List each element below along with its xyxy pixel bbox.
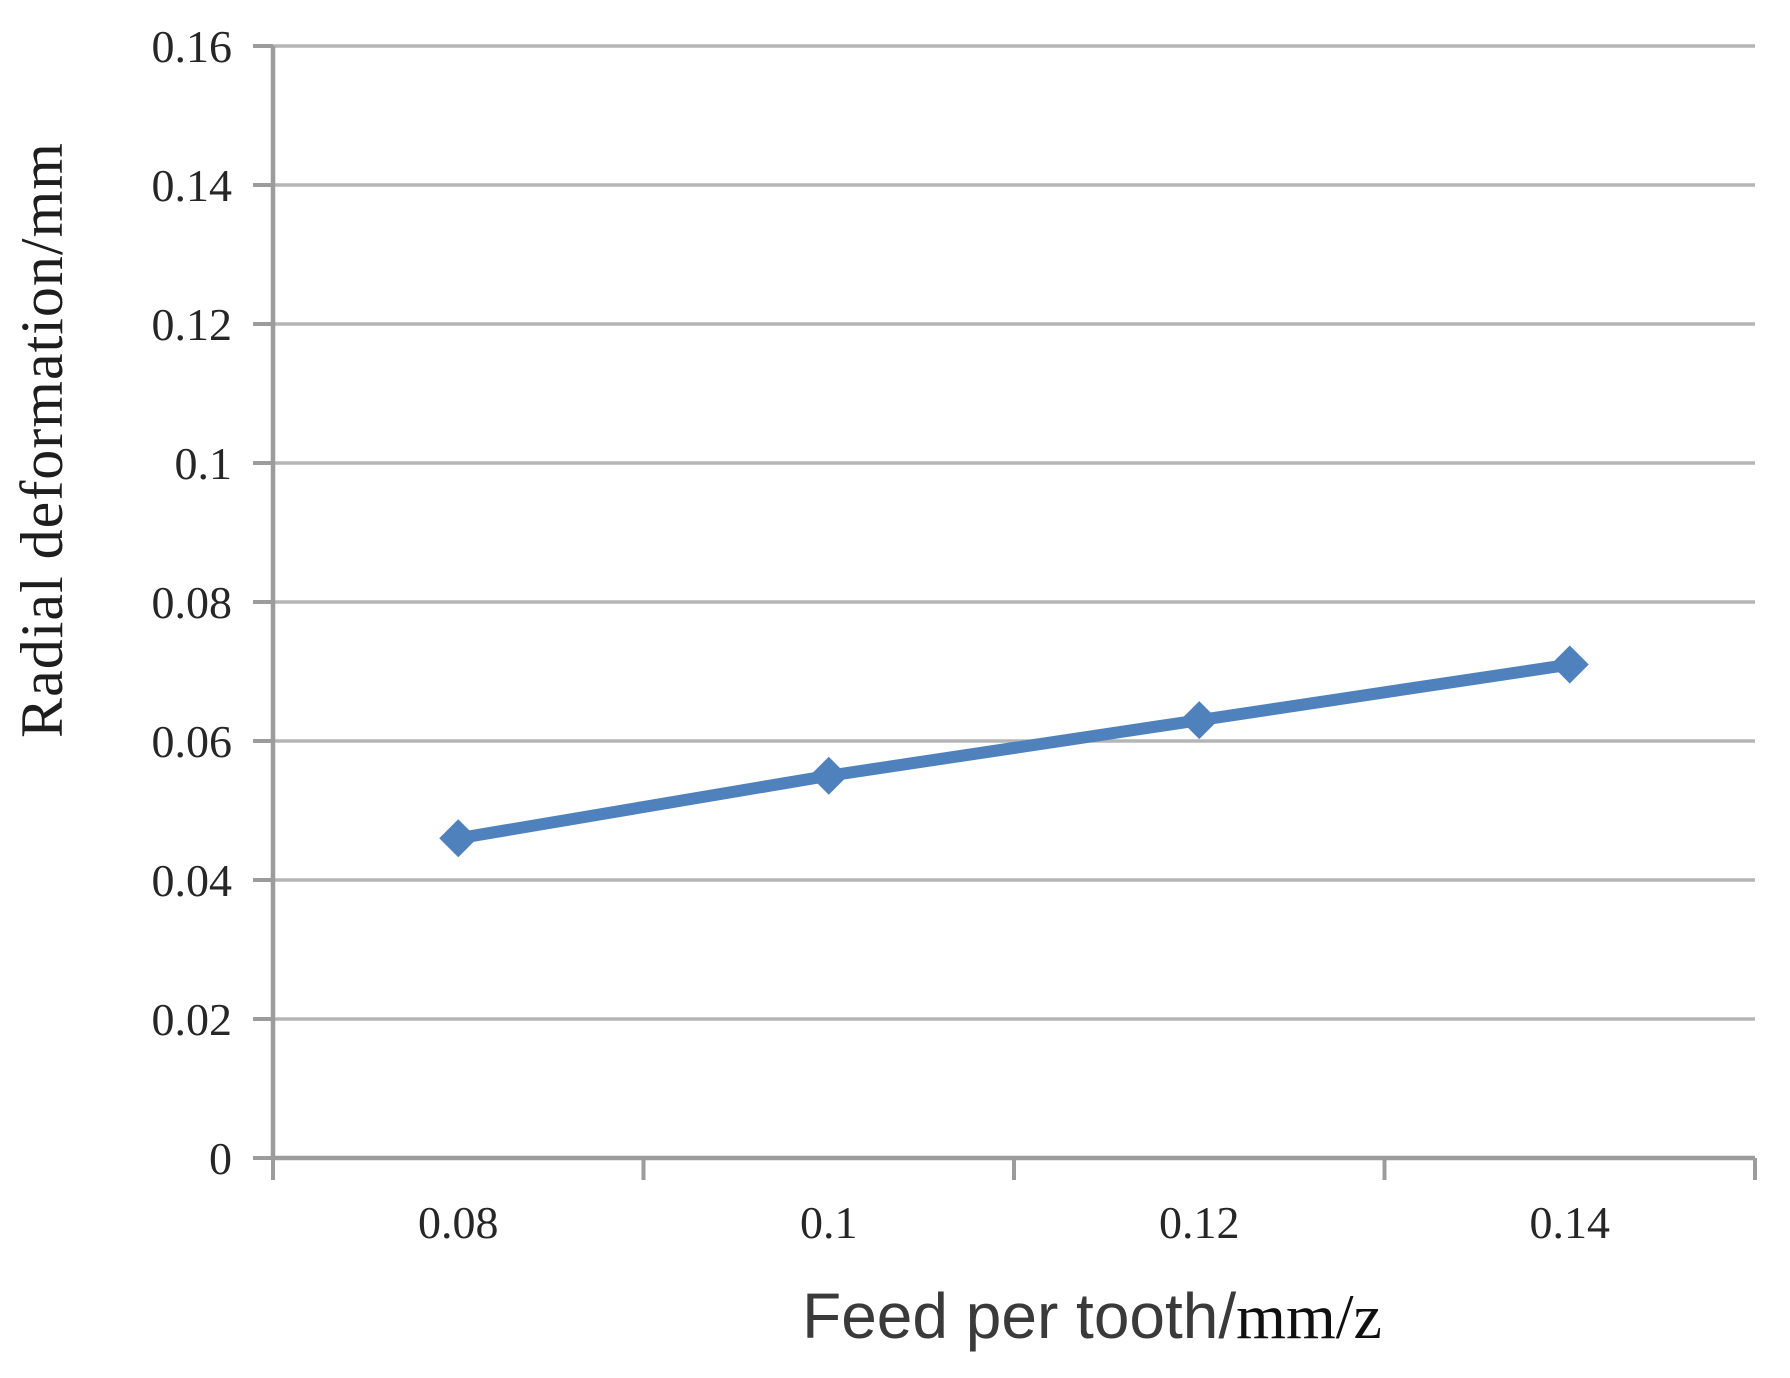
x-tick-label: 0.1: [800, 1197, 858, 1248]
y-tick-label: 0.14: [152, 160, 233, 211]
x-tick-labels-layer: 0.08 0.1 0.12 0.14: [418, 1197, 1610, 1248]
x-tick-label: 0.12: [1159, 1197, 1240, 1248]
gridlines-layer: [273, 44, 1755, 1160]
y-tick-label: 0.12: [152, 299, 233, 350]
axes-layer: [253, 44, 1757, 1180]
series-line: [452, 658, 1576, 845]
y-tick-label: 0.1: [175, 438, 233, 489]
y-tick-label: 0.06: [152, 716, 233, 767]
y-tick-label: 0.04: [152, 855, 233, 906]
x-axis-title-unit: mm/z: [1236, 1281, 1382, 1352]
data-point-marker: [809, 756, 848, 795]
series-layer: [439, 645, 1589, 858]
y-tick-label: 0.08: [152, 577, 233, 628]
x-tick-label: 0.08: [418, 1197, 499, 1248]
y-axis-title: Radial deformation/mm: [9, 142, 75, 738]
data-point-marker: [1550, 645, 1589, 684]
y-tick-label: 0: [209, 1133, 232, 1184]
y-tick-label: 0.02: [152, 994, 233, 1045]
data-point-marker: [1180, 701, 1219, 740]
x-tick-label: 0.14: [1530, 1197, 1611, 1248]
data-point-marker: [439, 819, 478, 858]
x-axis-title-main: Feed per tooth/: [802, 1280, 1236, 1352]
x-axis-title: Feed per tooth/mm/z: [802, 1280, 1382, 1352]
y-tick-label: 0.16: [152, 21, 233, 72]
y-tick-labels-layer: 0 0.02 0.04 0.06 0.08 0.1 0.12 0.14 0.16: [152, 21, 233, 1184]
